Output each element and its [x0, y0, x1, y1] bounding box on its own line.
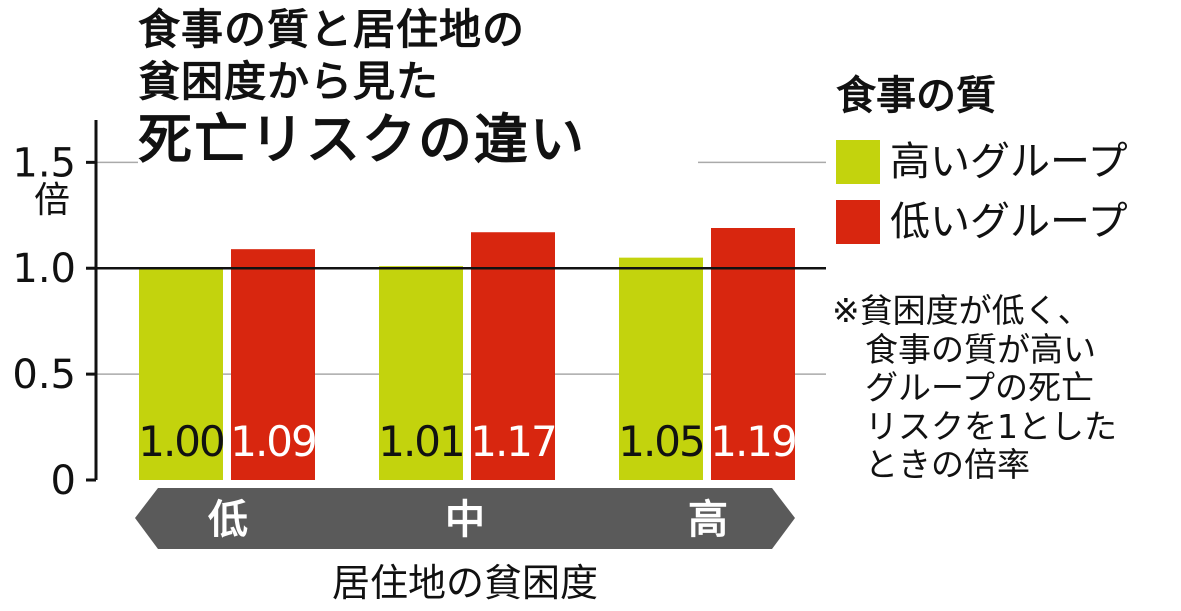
bar — [231, 249, 315, 480]
x-categories: 低中高 — [208, 497, 728, 543]
y-axis-unit-label: 倍 — [34, 180, 70, 221]
value-labels: 1.00 1.01 1.05 1.09 1.17 1.19 — [96, 266, 826, 466]
bar — [379, 266, 463, 480]
bar-value-label: 1.09 — [230, 417, 316, 466]
y-tick-label: 1.0 — [12, 246, 76, 292]
chart-title: 食事の質と居住地の 貧困度から見た 死亡リスクの違い — [138, 4, 698, 172]
bar-value-label: 1.19 — [710, 417, 796, 466]
legend-swatch-low — [836, 200, 880, 244]
legend-item-high: 高いグループ — [836, 132, 1181, 192]
x-category-label: 中 — [445, 497, 485, 543]
y-ticks: 0 0.5 1.0 1.5 — [12, 140, 96, 504]
bar — [711, 228, 795, 480]
legend-title: 食事の質 — [836, 73, 996, 119]
bars — [139, 228, 795, 480]
legend-item-low: 低いグループ — [836, 192, 1181, 252]
title-line-3: 死亡リスクの違い — [138, 108, 586, 171]
x-category-label: 低 — [208, 497, 248, 543]
bar-value-label: 1.05 — [618, 417, 704, 466]
bar — [471, 232, 555, 480]
title-line-1: 食事の質と居住地の — [138, 5, 526, 54]
bar-value-label: 1.17 — [470, 417, 556, 466]
legend-label-low: 低いグループ — [890, 199, 1128, 245]
category-arrow — [135, 488, 795, 549]
y-tick-label: 0 — [51, 458, 76, 504]
bar-value-label: 1.00 — [138, 417, 224, 466]
footnote: ※貧困度が低く、 食事の質が高い グループの死亡 リスクを1とした ときの倍率 — [832, 291, 1117, 484]
x-axis-label: 居住地の貧困度 — [332, 561, 598, 605]
y-tick-label: 1.5 — [12, 140, 76, 186]
legend: 食事の質 高いグループ 低いグループ — [836, 70, 1181, 252]
bar — [619, 257, 703, 480]
y-tick-label: 0.5 — [12, 352, 76, 398]
title-line-2: 貧困度から見た — [138, 57, 440, 106]
x-category-label: 高 — [688, 497, 728, 543]
legend-swatch-high — [836, 140, 880, 184]
bar-value-label: 1.01 — [378, 417, 464, 466]
legend-label-high: 高いグループ — [890, 139, 1128, 185]
bar — [139, 268, 223, 480]
